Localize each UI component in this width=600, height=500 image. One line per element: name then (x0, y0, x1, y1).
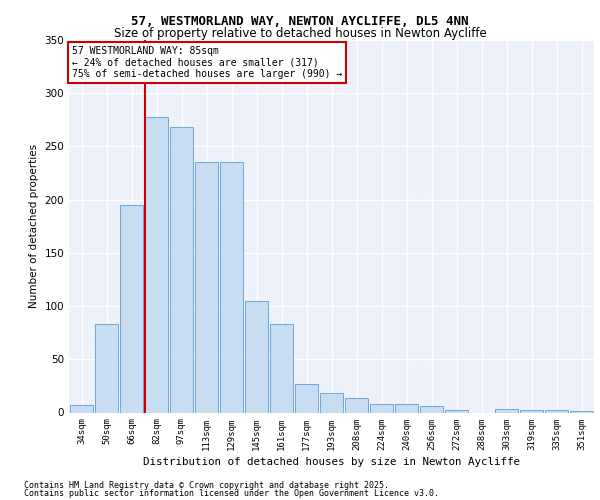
Bar (395, 404, 418, 412)
Bar (70, 405, 93, 412)
Bar (245, 301, 268, 412)
Bar (520, 410, 543, 412)
Bar (445, 410, 468, 412)
Bar (545, 410, 568, 412)
Bar (195, 162, 218, 412)
Bar (345, 398, 368, 412)
Text: 57 WESTMORLAND WAY: 85sqm
← 24% of detached houses are smaller (317)
75% of semi: 57 WESTMORLAND WAY: 85sqm ← 24% of detac… (71, 46, 342, 79)
X-axis label: Distribution of detached houses by size in Newton Aycliffe: Distribution of detached houses by size … (143, 456, 520, 466)
Bar (95, 324, 118, 412)
Text: Contains HM Land Registry data © Crown copyright and database right 2025.: Contains HM Land Registry data © Crown c… (24, 481, 389, 490)
Text: 57, WESTMORLAND WAY, NEWTON AYCLIFFE, DL5 4NN: 57, WESTMORLAND WAY, NEWTON AYCLIFFE, DL… (131, 15, 469, 28)
Bar (220, 162, 243, 412)
Bar (170, 128, 193, 412)
Bar (320, 394, 343, 412)
Text: Contains public sector information licensed under the Open Government Licence v3: Contains public sector information licen… (24, 489, 439, 498)
Bar (370, 404, 393, 412)
Bar (145, 116, 168, 412)
Text: Size of property relative to detached houses in Newton Aycliffe: Size of property relative to detached ho… (113, 28, 487, 40)
Bar (120, 205, 143, 412)
Y-axis label: Number of detached properties: Number of detached properties (29, 144, 39, 308)
Bar (295, 384, 318, 412)
Bar (270, 324, 293, 412)
Bar (495, 410, 518, 412)
Bar (420, 406, 443, 412)
